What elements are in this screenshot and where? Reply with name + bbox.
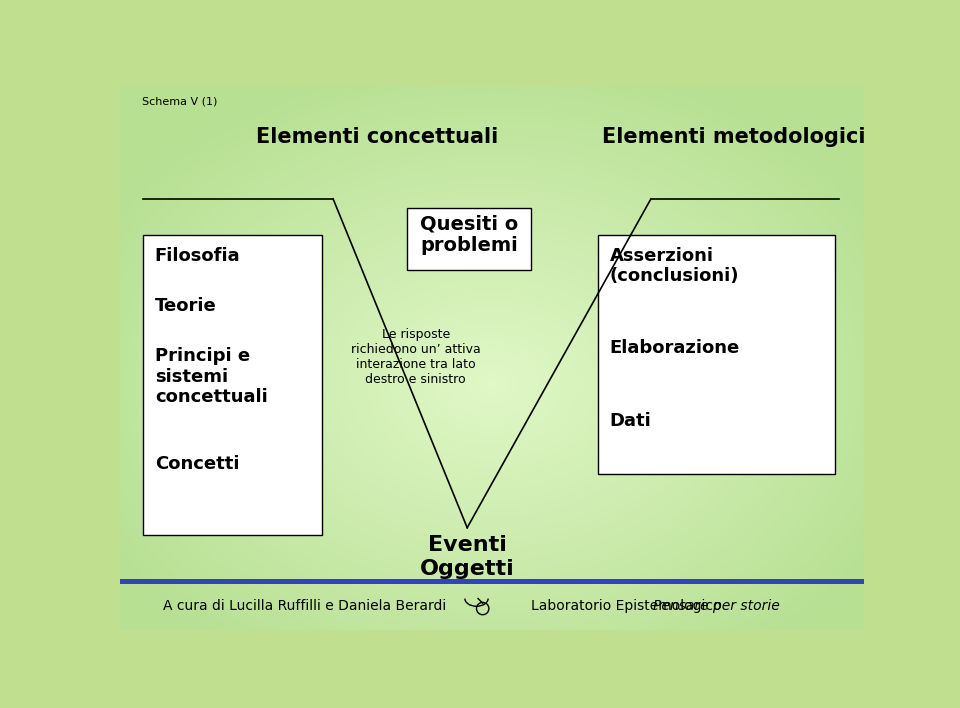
Text: Laboratorio Epistemologico: Laboratorio Epistemologico: [531, 599, 726, 613]
Text: Dati: Dati: [610, 412, 652, 430]
Bar: [143, 235, 322, 535]
Text: Teorie: Teorie: [155, 297, 217, 315]
Bar: [407, 208, 531, 270]
Text: Quesiti o
problemi: Quesiti o problemi: [420, 215, 517, 256]
Text: Principi e
sistemi
concettuali: Principi e sistemi concettuali: [155, 347, 268, 406]
Text: Elementi metodologici: Elementi metodologici: [602, 127, 866, 147]
Text: Schema V (1): Schema V (1): [142, 96, 217, 106]
Text: A cura di Lucilla Ruffilli e Daniela Berardi: A cura di Lucilla Ruffilli e Daniela Ber…: [162, 599, 445, 613]
Text: Pensare per storie: Pensare per storie: [653, 599, 780, 613]
Text: Elementi concettuali: Elementi concettuali: [255, 127, 498, 147]
Bar: [120, 578, 864, 584]
Text: Elaborazione: Elaborazione: [610, 339, 740, 357]
Text: Concetti: Concetti: [155, 455, 239, 472]
Text: Filosofia: Filosofia: [155, 246, 241, 265]
Text: Le risposte
richiedono un’ attiva
interazione tra lato
destro e sinistro: Le risposte richiedono un’ attiva intera…: [350, 328, 481, 386]
Text: Asserzioni
(conclusioni): Asserzioni (conclusioni): [610, 246, 739, 285]
Text: Eventi
Oggetti: Eventi Oggetti: [420, 535, 515, 578]
Bar: [598, 235, 834, 474]
